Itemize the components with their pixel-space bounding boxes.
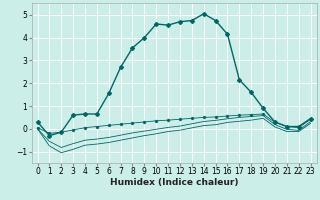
X-axis label: Humidex (Indice chaleur): Humidex (Indice chaleur) bbox=[110, 178, 238, 187]
